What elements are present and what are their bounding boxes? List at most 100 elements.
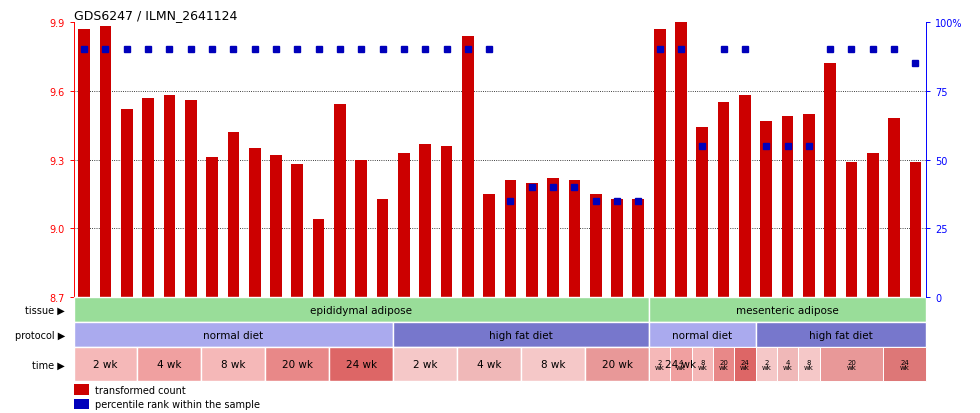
Bar [568,181,580,298]
Bar [697,128,709,298]
Bar [590,195,602,298]
Bar [867,153,879,298]
Text: 2
wk: 2 wk [761,359,771,370]
Text: 4
wk: 4 wk [676,359,686,370]
Bar [249,149,261,298]
Bar [291,165,303,298]
Bar [824,64,836,298]
Bar [206,158,218,298]
Bar [521,347,585,382]
Bar [756,323,926,347]
Bar [74,298,649,323]
Bar [462,36,473,298]
Bar [717,103,729,298]
Text: time ▶: time ▶ [32,359,65,370]
Bar [803,114,814,298]
Bar [164,96,175,298]
Text: 2 wk: 2 wk [413,359,437,370]
Text: 4 wk: 4 wk [157,359,181,370]
Bar [612,199,623,298]
Bar [712,347,734,382]
Text: 2
wk: 2 wk [655,359,664,370]
Text: high fat diet: high fat diet [489,330,553,340]
Text: 20 wk: 20 wk [602,359,632,370]
Text: mesenteric adipose: mesenteric adipose [736,305,839,315]
Bar [654,30,665,298]
Bar [505,181,516,298]
Text: 20
wk: 20 wk [847,359,857,370]
Bar [760,121,772,298]
Bar [649,347,670,382]
Bar [74,399,89,409]
Bar [376,199,388,298]
Bar [670,347,692,382]
Bar [121,110,132,298]
Bar [74,323,393,347]
Bar [756,347,777,382]
Bar [846,162,858,298]
Bar [649,347,713,382]
Bar [270,156,282,298]
Bar [692,347,713,382]
Text: normal diet: normal diet [203,330,264,340]
Bar [398,153,410,298]
Bar [734,347,756,382]
Bar [782,116,794,298]
Bar [313,220,324,298]
Bar [142,98,154,298]
Bar [78,30,90,298]
Bar [888,119,900,298]
Bar [632,199,644,298]
Bar [227,133,239,298]
Bar [74,347,137,382]
Bar [393,347,457,382]
Text: 4
wk: 4 wk [783,359,793,370]
Bar [909,162,921,298]
Bar [457,347,521,382]
Bar [798,347,819,382]
Bar [777,347,798,382]
Bar [739,96,751,298]
Bar [334,105,346,298]
Bar [585,347,649,382]
Bar [649,323,756,347]
Text: GDS6247 / ILMN_2641124: GDS6247 / ILMN_2641124 [74,9,237,21]
Bar [201,347,266,382]
Bar [819,347,884,382]
Text: protocol ▶: protocol ▶ [15,330,65,340]
Text: 4 wk: 4 wk [477,359,502,370]
Text: transformed count: transformed count [95,385,185,395]
Bar [483,195,495,298]
Text: 8
wk: 8 wk [698,359,708,370]
Bar [100,27,112,298]
Text: tissue ▶: tissue ▶ [25,305,65,315]
Bar [74,385,89,395]
Text: percentile rank within the sample: percentile rank within the sample [95,399,260,409]
Bar [649,298,926,323]
Text: high fat diet: high fat diet [808,330,873,340]
Text: 2 wk: 2 wk [93,359,118,370]
Text: 20
wk: 20 wk [718,359,728,370]
Bar [884,347,926,382]
Text: 8 wk: 8 wk [221,359,246,370]
Bar [329,347,393,382]
Bar [185,101,197,298]
Bar [526,183,538,298]
Bar [356,160,368,298]
Text: 24
wk: 24 wk [740,359,750,370]
Bar [675,9,687,298]
Text: normal diet: normal diet [672,330,732,340]
Text: epididymal adipose: epididymal adipose [311,305,413,315]
Text: 24 wk: 24 wk [346,359,377,370]
Text: 24
wk: 24 wk [900,359,909,370]
Text: 20 wk: 20 wk [282,359,313,370]
Bar [419,144,431,298]
Text: 8 wk: 8 wk [541,359,565,370]
Bar [393,323,649,347]
Text: 8
wk: 8 wk [804,359,813,370]
Bar [441,147,453,298]
Text: 24 wk: 24 wk [665,359,697,370]
Bar [137,347,201,382]
Bar [547,178,559,298]
Bar [266,347,329,382]
